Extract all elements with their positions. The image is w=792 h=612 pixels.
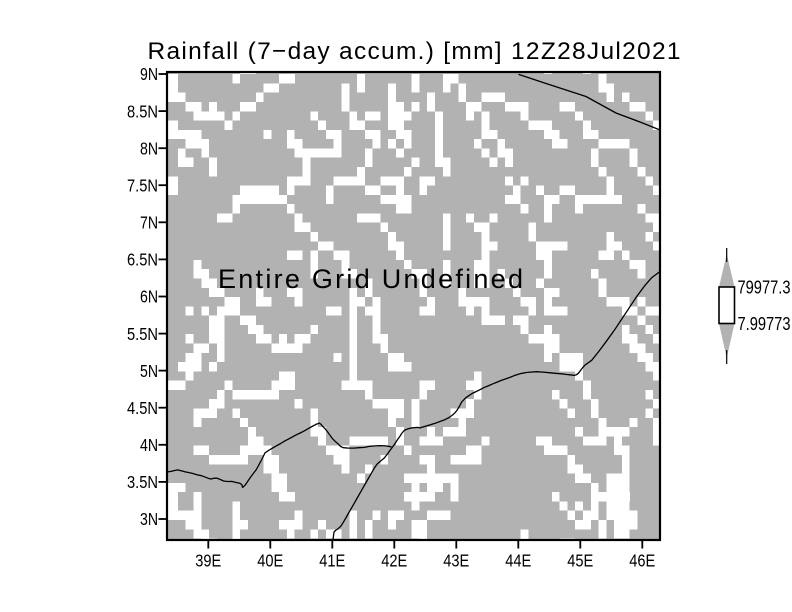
svg-text:39E: 39E xyxy=(195,551,221,571)
svg-text:79977.3: 79977.3 xyxy=(738,278,791,298)
svg-text:45E: 45E xyxy=(567,551,593,571)
svg-text:7.99773: 7.99773 xyxy=(738,314,791,334)
svg-text:3.5N: 3.5N xyxy=(127,472,158,492)
svg-text:7.5N: 7.5N xyxy=(127,175,158,195)
svg-text:40E: 40E xyxy=(257,551,283,571)
svg-text:Rainfall (7−day accum.) [mm] 1: Rainfall (7−day accum.) [mm] 12Z28Jul202… xyxy=(148,38,681,65)
svg-text:4N: 4N xyxy=(140,435,158,455)
svg-text:44E: 44E xyxy=(505,551,531,571)
svg-text:5.5N: 5.5N xyxy=(127,324,158,344)
svg-text:8N: 8N xyxy=(140,138,158,158)
svg-text:9N: 9N xyxy=(140,64,158,84)
svg-text:7N: 7N xyxy=(140,213,158,233)
svg-text:5N: 5N xyxy=(140,361,158,381)
svg-text:43E: 43E xyxy=(443,551,469,571)
svg-text:42E: 42E xyxy=(381,551,407,571)
svg-text:6N: 6N xyxy=(140,287,158,307)
svg-text:3N: 3N xyxy=(140,509,158,529)
svg-text:8.5N: 8.5N xyxy=(127,101,158,121)
svg-text:4.5N: 4.5N xyxy=(127,398,158,418)
svg-text:6.5N: 6.5N xyxy=(127,250,158,270)
svg-text:41E: 41E xyxy=(319,551,345,571)
svg-text:46E: 46E xyxy=(629,551,655,571)
